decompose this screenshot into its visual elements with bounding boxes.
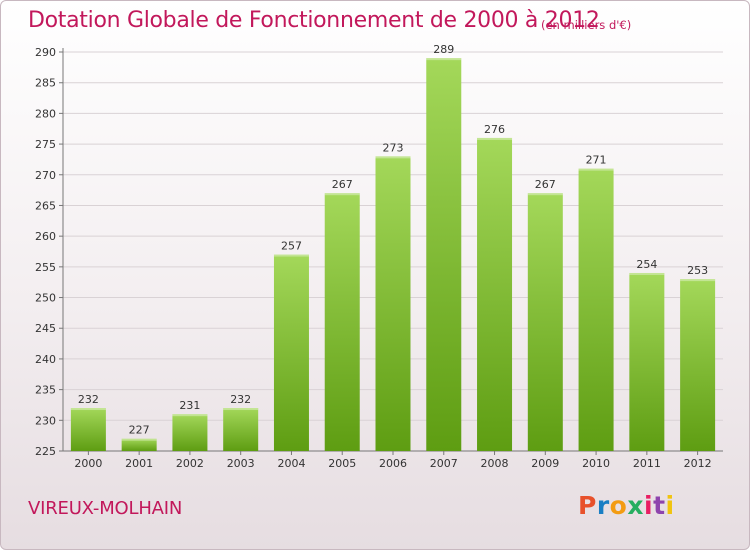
x-tick-label-2006: 2006: [379, 457, 407, 470]
bar-highlight: [680, 279, 716, 282]
logo-letter: o: [609, 491, 628, 520]
logo-letter: t: [653, 491, 666, 520]
x-tick-label-2003: 2003: [227, 457, 255, 470]
logo-letter: i: [665, 491, 675, 520]
bar-highlight: [172, 414, 208, 417]
y-tick-label: 265: [35, 199, 56, 212]
bar-highlight: [121, 438, 157, 441]
bar-2007: [426, 58, 462, 452]
bar-2001: [121, 438, 157, 451]
bar-2000: [70, 408, 106, 451]
proxiti-logo: Proxiti: [578, 491, 675, 520]
logo-letter: x: [627, 491, 644, 520]
logo-letter: i: [644, 491, 654, 520]
x-tick-label-2002: 2002: [176, 457, 204, 470]
value-label-2006: 273: [383, 141, 404, 154]
x-tick-label-2011: 2011: [633, 457, 661, 470]
value-label-2000: 232: [78, 393, 99, 406]
bar-2009: [527, 193, 563, 451]
y-tick-label: 225: [35, 445, 56, 458]
commune-name: VIREUX-MOLHAIN: [28, 498, 183, 519]
y-tick-label: 270: [35, 169, 56, 182]
value-label-2008: 276: [484, 123, 505, 136]
y-tick-label: 250: [35, 292, 56, 305]
logo-letter: r: [596, 491, 610, 520]
y-tick-label: 290: [35, 46, 56, 59]
bar-highlight: [426, 58, 462, 61]
bar-2002: [172, 414, 208, 451]
x-tick-label-2012: 2012: [684, 457, 712, 470]
bar-2011: [629, 272, 665, 451]
x-tick-label-2010: 2010: [582, 457, 610, 470]
value-label-2003: 232: [230, 393, 251, 406]
y-tick-label: 255: [35, 261, 56, 274]
bar-highlight: [273, 254, 309, 257]
x-tick-label-2008: 2008: [481, 457, 509, 470]
bar-highlight: [527, 193, 563, 196]
y-tick-label: 285: [35, 77, 56, 90]
y-tick-label: 260: [35, 230, 56, 243]
y-tick-label: 245: [35, 322, 56, 335]
bar-highlight: [629, 272, 665, 275]
bar-2004: [273, 254, 309, 451]
bar-2003: [223, 408, 259, 451]
bar-2006: [375, 156, 411, 451]
value-label-2011: 254: [636, 258, 657, 271]
x-tick-label-2004: 2004: [277, 457, 305, 470]
bar-2010: [578, 168, 614, 451]
value-label-2009: 267: [535, 178, 556, 191]
x-tick-label-2007: 2007: [430, 457, 458, 470]
value-label-2002: 231: [179, 399, 200, 412]
x-tick-label-2000: 2000: [74, 457, 102, 470]
x-tick-label-2001: 2001: [125, 457, 153, 470]
bar-2008: [477, 137, 513, 451]
bar-highlight: [223, 408, 259, 411]
bar-highlight: [70, 408, 106, 411]
x-tick-label-2005: 2005: [328, 457, 356, 470]
x-tick-label-2009: 2009: [531, 457, 559, 470]
y-tick-label: 280: [35, 107, 56, 120]
unit-note: (en milliers d'€): [541, 18, 632, 32]
y-tick-label: 235: [35, 384, 56, 397]
bars: [70, 58, 716, 452]
y-tick-label: 275: [35, 138, 56, 151]
bar-highlight: [324, 193, 360, 196]
value-label-2007: 289: [433, 43, 454, 56]
value-label-2010: 271: [586, 154, 607, 167]
value-label-2012: 253: [687, 264, 708, 277]
value-label-2001: 227: [129, 424, 150, 437]
logo-letter: P: [578, 491, 597, 520]
bar-highlight: [578, 168, 614, 171]
value-label-2005: 267: [332, 178, 353, 191]
labels: 225 230 235 240 245 250 255 260 265 270 275 280 285 2…: [35, 43, 712, 470]
value-label-2004: 257: [281, 240, 302, 253]
y-tick-label: 240: [35, 353, 56, 366]
y-tick-label: 230: [35, 414, 56, 427]
bar-highlight: [375, 156, 411, 159]
bar-highlight: [477, 137, 513, 140]
chart-title: Dotation Globale de Fonctionnement de 20…: [28, 8, 600, 33]
bar-2005: [324, 193, 360, 451]
bar-2012: [680, 279, 716, 451]
